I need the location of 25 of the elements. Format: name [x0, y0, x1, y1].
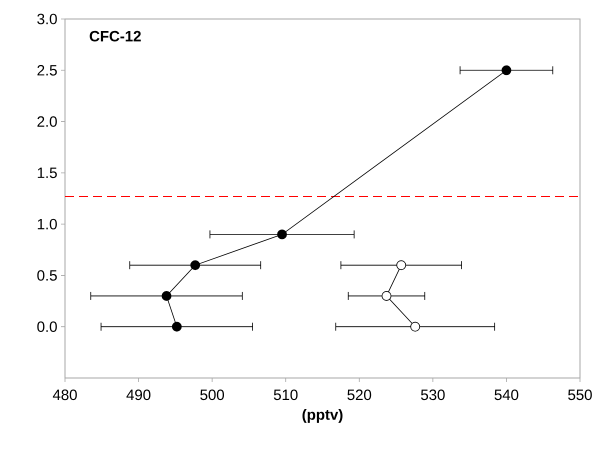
x-tick-label: 520 [347, 390, 372, 400]
x-tick-label: 540 [494, 390, 518, 400]
x-tick-label: 510 [274, 390, 298, 400]
point [502, 65, 512, 76]
x-tick-label: 500 [200, 390, 224, 400]
y-tick-label: 1.5 [38, 168, 57, 178]
y-tick-label: 0.5 [37, 270, 57, 281]
x-tick-label: 480 [52, 390, 77, 400]
point [162, 291, 172, 301]
y-tick-label: 3.0 [37, 14, 57, 24]
x-tick-label: 530 [420, 390, 445, 400]
x-tick-label: 550 [568, 390, 592, 400]
point [396, 260, 406, 270]
text: CFC-12 [90, 30, 141, 42]
y-tick-label: 0.0 [37, 321, 57, 332]
x-tick-label: 490 [126, 390, 150, 400]
point [190, 260, 200, 270]
y-tick-label: 2.5 [37, 64, 57, 76]
y-tick-label: 1.0 [38, 218, 57, 230]
point [410, 322, 420, 332]
x-axis-title: (pptv) [302, 408, 343, 423]
y-tick-label: 2.0 [37, 116, 57, 127]
point [382, 291, 392, 301]
point [172, 322, 182, 332]
point [277, 230, 287, 240]
